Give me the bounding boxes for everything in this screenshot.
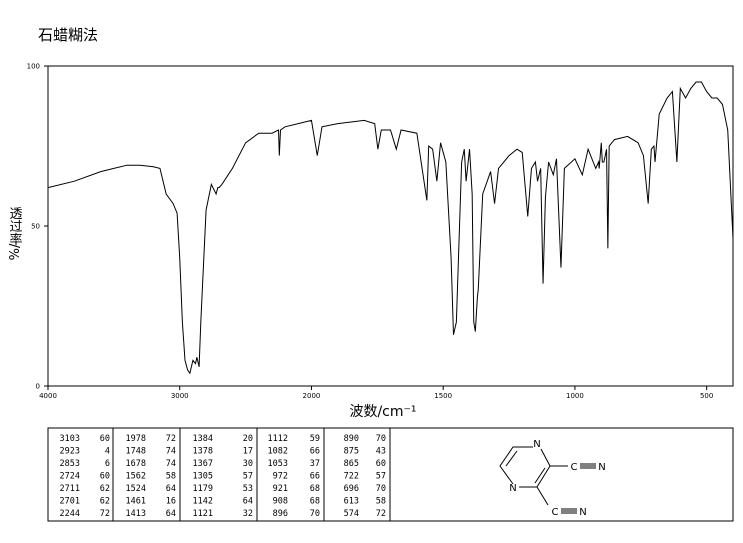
table-cell: 875 — [344, 447, 359, 457]
table-cell: 64 — [243, 497, 253, 507]
structure-bonds — [499, 446, 596, 514]
table-cell: 2244 — [60, 509, 80, 519]
table-cell: 1748 — [126, 447, 146, 457]
table-cell: 66 — [310, 447, 320, 457]
plot-frame — [47, 65, 734, 387]
table-cell: 722 — [344, 472, 359, 482]
table-cell: 2853 — [60, 459, 80, 469]
table-cell: 74 — [166, 447, 176, 457]
table-cell: 865 — [344, 459, 359, 469]
table-cell: 6 — [105, 459, 110, 469]
table-cell: 70 — [376, 484, 386, 494]
table-cell: 574 — [344, 509, 359, 519]
table-dividers — [112, 428, 391, 521]
table-cell: 30 — [243, 459, 253, 469]
y-tick-label: 50 — [31, 223, 40, 231]
table-cell: 17 — [243, 447, 253, 457]
table-cell: 1384 — [193, 434, 213, 444]
atom-label: N — [509, 483, 516, 494]
table-cell: 58 — [166, 472, 176, 482]
atom-label: N — [533, 439, 540, 450]
table-cell: 1524 — [126, 484, 146, 494]
table-cell: 1378 — [193, 447, 213, 457]
table-cell: 613 — [344, 497, 359, 507]
table-cell: 1142 — [193, 497, 213, 507]
table-cell: 57 — [243, 472, 253, 482]
atom-label: C — [571, 462, 578, 473]
table-cell: 70 — [310, 509, 320, 519]
table-cell: 896 — [273, 509, 288, 519]
table-cell: 58 — [376, 497, 386, 507]
table-cell: 59 — [310, 434, 320, 444]
table-cell: 43 — [376, 447, 386, 457]
table-cell: 74 — [166, 459, 176, 469]
table-cell: 72 — [166, 434, 176, 444]
table-cell: 890 — [344, 434, 359, 444]
x-axis-label: 波数/cm⁻¹ — [349, 404, 416, 420]
x-tick-label: 500 — [700, 392, 713, 400]
spectrum-line — [47, 81, 734, 375]
x-tick-label: 1000 — [566, 392, 584, 400]
table-cell: 37 — [310, 459, 320, 469]
table-cell: 1053 — [268, 459, 288, 469]
table-cell: 1413 — [126, 509, 146, 519]
x-tick-label: 1500 — [434, 392, 452, 400]
table-cell: 4 — [105, 447, 110, 457]
table-cell: 1179 — [193, 484, 213, 494]
x-tick-label: 3000 — [171, 392, 189, 400]
table-cell: 908 — [273, 497, 288, 507]
table-cell: 972 — [273, 472, 288, 482]
structure-labels: N N C N C N — [509, 439, 605, 518]
table-cell: 60 — [100, 434, 110, 444]
table-cell: 68 — [310, 484, 320, 494]
table-cell: 72 — [376, 509, 386, 519]
table-cell: 1305 — [193, 472, 213, 482]
table-cell: 70 — [376, 434, 386, 444]
table-cell: 60 — [376, 459, 386, 469]
table-cell: 20 — [243, 434, 253, 444]
table-cell: 1082 — [268, 447, 288, 457]
table-cell: 921 — [273, 484, 288, 494]
table-cell: 2923 — [60, 447, 80, 457]
atom-label: N — [598, 462, 605, 473]
table-cell: 2724 — [60, 472, 80, 482]
table-cell: 72 — [100, 509, 110, 519]
table-cell: 2701 — [60, 497, 80, 507]
table-cell: 57 — [376, 472, 386, 482]
table-cell: 62 — [100, 497, 110, 507]
table-cell: 32 — [243, 509, 253, 519]
table-cell: 66 — [310, 472, 320, 482]
table-cell: 60 — [100, 472, 110, 482]
table-cell: 1367 — [193, 459, 213, 469]
x-tick-label: 4000 — [39, 392, 57, 400]
table-cell: 3103 — [60, 434, 80, 444]
atom-label: N — [579, 507, 586, 518]
table-cell: 1678 — [126, 459, 146, 469]
y-axis-label: 透过率 — [7, 207, 23, 246]
table-cell: 64 — [166, 484, 176, 494]
atom-label: C — [552, 507, 559, 518]
table-cell: 696 — [344, 484, 359, 494]
y-tick-label: 0 — [36, 383, 40, 391]
table-cell: 1121 — [193, 509, 213, 519]
table-cell: 2711 — [60, 484, 80, 494]
x-tick-label: 2000 — [303, 392, 321, 400]
table-cell: 16 — [166, 497, 176, 507]
chart-title: 石蜡糊法 — [38, 26, 98, 44]
table-cell: 1978 — [126, 434, 146, 444]
table-cell: 68 — [310, 497, 320, 507]
table-cell: 53 — [243, 484, 253, 494]
table-cell: 1461 — [126, 497, 146, 507]
table-cell: 1562 — [126, 472, 146, 482]
table-cell: 62 — [100, 484, 110, 494]
y-axis-unit: %/ — [8, 243, 23, 260]
table-cell: 1112 — [268, 434, 288, 444]
table-cell: 64 — [166, 509, 176, 519]
y-tick-label: 100 — [27, 63, 40, 71]
